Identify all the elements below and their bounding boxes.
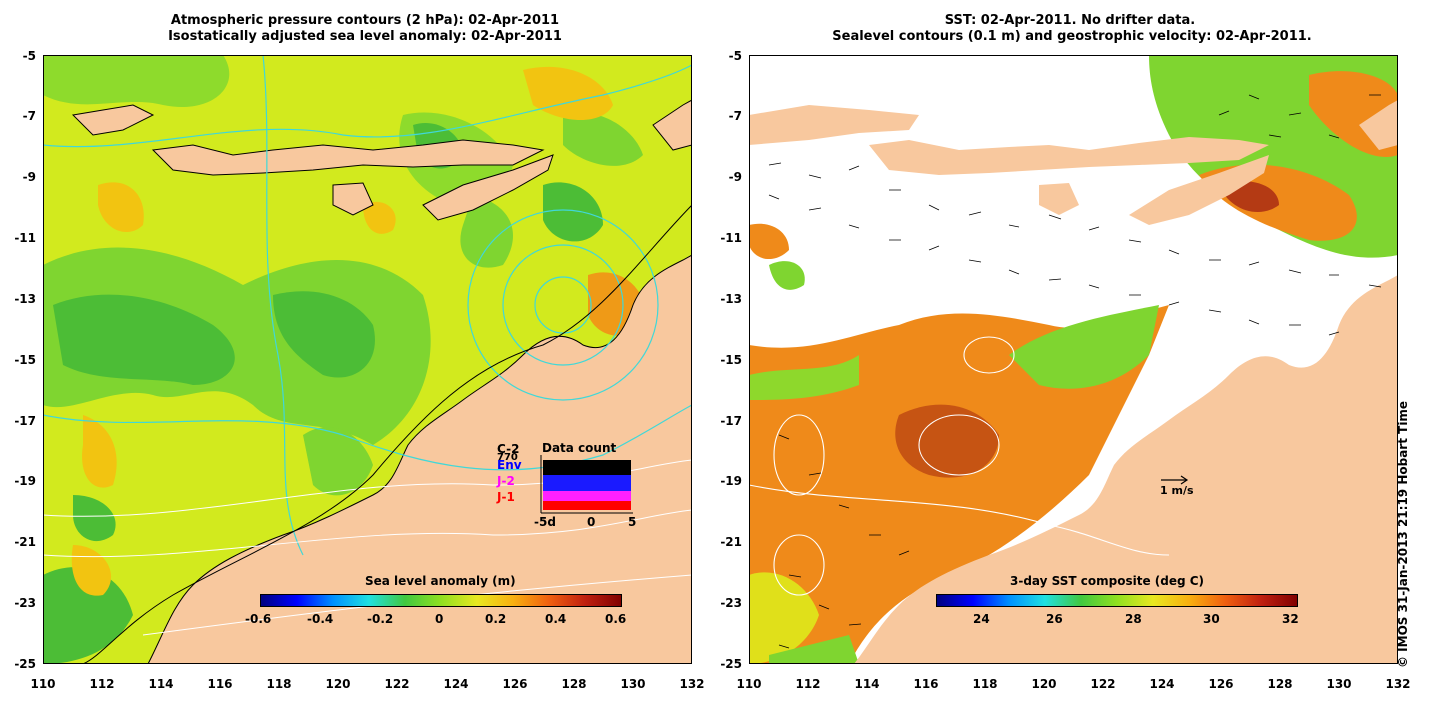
- left-ytick-0: -5: [22, 49, 36, 63]
- right-xtick-8: 126: [1208, 677, 1234, 691]
- left-xtick-8: 126: [502, 677, 528, 691]
- left-ytick-4: -13: [14, 292, 36, 306]
- right-cb-tick-4: 32: [1282, 612, 1299, 626]
- left-ytick-3: -11: [14, 231, 36, 245]
- left-cb-tick-0: -0.6: [245, 612, 272, 626]
- right-cb-tick-0: 24: [973, 612, 990, 626]
- data-count-inset: [540, 455, 633, 514]
- right-ytick-2: -9: [728, 170, 742, 184]
- left-xtick-11: 132: [679, 677, 705, 691]
- geostrophic-velocity-arrows: [768, 94, 1382, 649]
- left-cb-tick-1: -0.4: [307, 612, 334, 626]
- left-ytick-10: -25: [14, 657, 36, 671]
- right-xtick-11: 132: [1385, 677, 1411, 691]
- left-cb-tick-5: 0.4: [545, 612, 567, 626]
- right-xtick-7: 124: [1149, 677, 1175, 691]
- inset-series-j2: J-2: [497, 474, 515, 488]
- right-xtick-4: 118: [972, 677, 998, 691]
- left-ytick-9: -23: [14, 596, 36, 610]
- left-cb-tick-6: 0.6: [605, 612, 627, 626]
- left-title-line2: Isostatically adjusted sea level anomaly…: [168, 29, 562, 44]
- right-ytick-5: -15: [720, 353, 742, 367]
- sea-level-colorbar: [260, 594, 622, 607]
- right-ytick-6: -17: [720, 414, 742, 428]
- right-colorbar-label: 3-day SST composite (deg C): [1010, 574, 1205, 588]
- right-xtick-2: 114: [854, 677, 880, 691]
- left-ytick-6: -17: [14, 414, 36, 428]
- left-xtick-5: 120: [325, 677, 351, 691]
- right-title-line1: SST: 02-Apr-2011. No drifter data.: [944, 13, 1196, 28]
- right-cb-tick-1: 26: [1046, 612, 1063, 626]
- sst-colorbar: [936, 594, 1298, 607]
- inset-series-env: Env: [497, 458, 522, 472]
- left-colorbar-label: Sea level anomaly (m): [365, 574, 516, 588]
- right-ytick-4: -13: [720, 292, 742, 306]
- left-ytick-8: -21: [14, 535, 36, 549]
- right-xtick-0: 110: [736, 677, 762, 691]
- right-xtick-6: 122: [1090, 677, 1116, 691]
- inset-xtick-1: 0: [587, 515, 596, 529]
- sst-map: [749, 55, 1398, 664]
- right-ytick-7: -19: [720, 474, 742, 488]
- left-xtick-1: 112: [89, 677, 115, 691]
- right-xtick-1: 112: [795, 677, 821, 691]
- left-xtick-0: 110: [30, 677, 56, 691]
- right-cb-tick-3: 30: [1203, 612, 1220, 626]
- left-xtick-7: 124: [443, 677, 469, 691]
- right-xtick-3: 116: [913, 677, 939, 691]
- right-ytick-10: -25: [720, 657, 742, 671]
- left-xtick-3: 116: [207, 677, 233, 691]
- left-cb-tick-2: -0.2: [367, 612, 394, 626]
- credit-text: © IMOS 31-Jan-2013 21:19 Hobart Time: [1396, 400, 1410, 668]
- right-ytick-8: -21: [720, 535, 742, 549]
- inset-title: Data count: [542, 441, 617, 455]
- inset-series-c2: C-2: [497, 442, 520, 456]
- sea-level-anomaly-map: [43, 55, 692, 664]
- left-xtick-4: 118: [266, 677, 292, 691]
- right-xtick-9: 128: [1267, 677, 1293, 691]
- right-xtick-10: 130: [1326, 677, 1352, 691]
- right-title-line2: Sealevel contours (0.1 m) and geostrophi…: [832, 29, 1312, 44]
- right-cb-tick-2: 28: [1125, 612, 1142, 626]
- left-title-line1: Atmospheric pressure contours (2 hPa): 0…: [170, 13, 560, 28]
- scale-arrow-label: 1 m/s: [1160, 484, 1194, 497]
- left-xtick-2: 114: [148, 677, 174, 691]
- right-ytick-1: -7: [728, 109, 742, 123]
- left-ytick-2: -9: [22, 170, 36, 184]
- right-ytick-3: -11: [720, 231, 742, 245]
- inset-series-j1: J-1: [497, 490, 515, 504]
- left-xtick-10: 130: [620, 677, 646, 691]
- inset-count: 770: [497, 452, 518, 463]
- right-ytick-0: -5: [728, 49, 742, 63]
- left-ytick-7: -19: [14, 474, 36, 488]
- left-xtick-9: 128: [561, 677, 587, 691]
- left-ytick-5: -15: [14, 353, 36, 367]
- left-ytick-1: -7: [22, 109, 36, 123]
- inset-xtick-2: 5: [628, 515, 637, 529]
- left-cb-tick-4: 0.2: [485, 612, 507, 626]
- left-xtick-6: 122: [384, 677, 410, 691]
- left-cb-tick-3: 0: [435, 612, 444, 626]
- inset-xtick-0: -5d: [534, 515, 556, 529]
- right-ytick-9: -23: [720, 596, 742, 610]
- right-xtick-5: 120: [1031, 677, 1057, 691]
